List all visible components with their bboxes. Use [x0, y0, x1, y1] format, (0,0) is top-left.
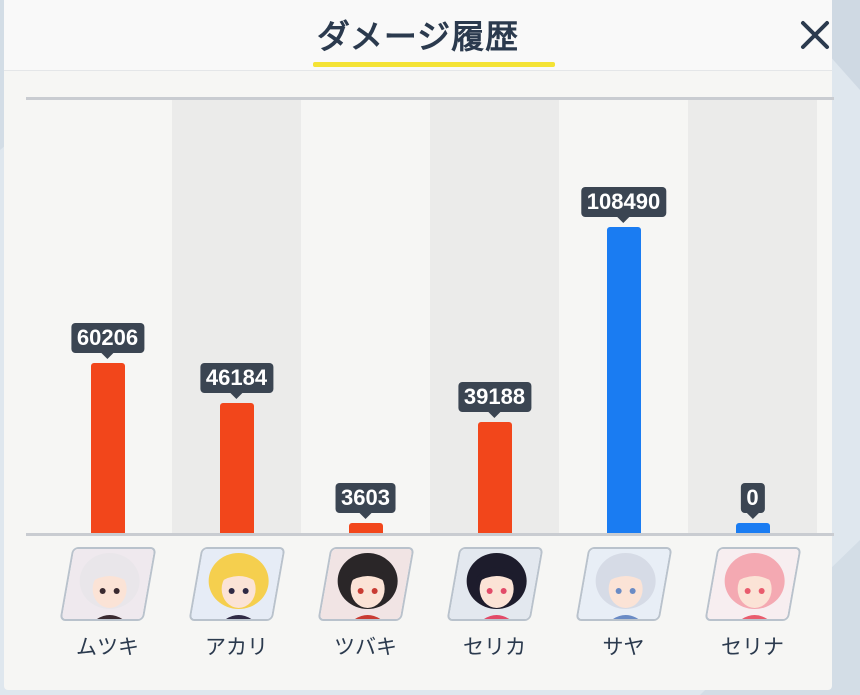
damage-value-label: 3603 — [335, 482, 396, 519]
damage-bar — [348, 522, 383, 533]
damage-bar — [219, 402, 254, 533]
character-art — [704, 547, 802, 621]
character-art — [575, 547, 673, 621]
character-art — [446, 547, 544, 621]
character-name: アカリ — [205, 635, 268, 659]
title-underline — [313, 62, 555, 67]
damage-bar — [90, 363, 125, 533]
character-portrait[interactable] — [703, 547, 802, 621]
character-art — [317, 547, 415, 621]
character-art — [188, 547, 286, 621]
damage-value-label: 0 — [740, 483, 765, 519]
character-portrait[interactable] — [574, 547, 673, 621]
damage-value-label: 60206 — [70, 323, 145, 360]
damage-bar — [735, 523, 770, 533]
character-name: セリカ — [463, 635, 526, 659]
panel-header: ダメージ履歴 — [4, 0, 832, 71]
chart-top-line — [26, 97, 834, 100]
character-portrait[interactable] — [58, 547, 157, 621]
character-name: ツバキ — [334, 635, 397, 659]
close-button[interactable] — [794, 14, 836, 56]
character-name: セリナ — [721, 635, 784, 659]
character-portrait[interactable] — [187, 547, 286, 621]
character-name: サヤ — [602, 635, 645, 659]
column-stripe — [688, 100, 817, 533]
character-portrait[interactable] — [316, 547, 415, 621]
character-art — [59, 547, 157, 621]
damage-bar — [606, 226, 641, 533]
damage-value-label: 46184 — [199, 362, 274, 399]
page-title: ダメージ履歴 — [316, 17, 520, 56]
character-portrait[interactable] — [445, 547, 544, 621]
damage-value-label: 108490 — [580, 186, 667, 223]
chart-baseline — [26, 533, 834, 536]
damage-bar — [477, 422, 512, 533]
damage-value-label: 39188 — [457, 382, 532, 419]
character-name: ムツキ — [76, 635, 139, 659]
